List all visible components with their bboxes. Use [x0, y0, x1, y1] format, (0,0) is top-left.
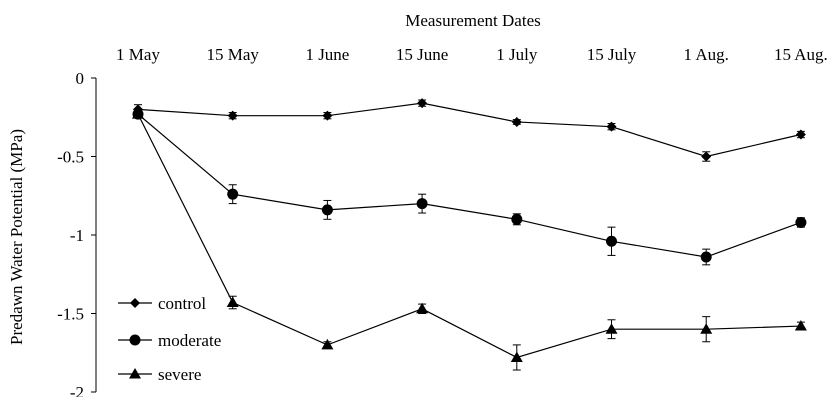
data-point-moderate [606, 235, 617, 247]
data-point-moderate [700, 251, 712, 263]
data-point-moderate [416, 198, 428, 210]
data-point-control [511, 116, 522, 127]
legend-label: moderate [158, 331, 221, 350]
data-point-control [606, 121, 617, 132]
data-point-severe [605, 323, 618, 334]
chart-title: Measurement Dates [405, 11, 540, 30]
data-point-control [701, 151, 712, 162]
series-moderate [132, 108, 807, 266]
series-line-severe [137, 113, 801, 359]
x-tick-label: 1 June [305, 45, 349, 64]
data-point-moderate [227, 188, 239, 200]
x-tick-label: 1 Aug. [684, 45, 729, 64]
data-point-severe [132, 108, 144, 119]
data-point-severe [321, 338, 334, 350]
y-tick-label: -1.5 [57, 305, 84, 324]
y-axis-label: Predawn Water Potential (MPa) [7, 129, 26, 345]
x-tick-label: 15 June [396, 45, 448, 64]
y-tick-label: -2 [70, 383, 84, 397]
y-tick-label: -0.5 [57, 148, 84, 167]
y-tick-label: -1 [70, 226, 84, 245]
data-point-moderate [795, 216, 807, 228]
series-control [133, 98, 806, 162]
series-line-moderate [137, 113, 802, 258]
legend-marker-triangle [129, 368, 141, 379]
data-point-severe [510, 351, 523, 362]
data-point-severe [416, 302, 429, 314]
legend-item-severe: severe [118, 365, 201, 384]
legend-marker-circle [129, 334, 141, 346]
legend-item-moderate: moderate [118, 331, 221, 350]
data-point-severe [226, 296, 239, 308]
data-point-moderate [511, 213, 523, 225]
series-severe [132, 108, 807, 371]
data-point-control [795, 129, 806, 140]
legend-marker-diamond [130, 298, 140, 308]
data-point-control [322, 110, 333, 121]
data-point-moderate [321, 204, 333, 216]
x-tick-label: 15 Aug. [774, 45, 828, 64]
legend-label: severe [158, 365, 201, 384]
data-point-severe [794, 320, 807, 331]
legend-label: control [158, 294, 206, 313]
data-point-severe [700, 323, 713, 334]
data-point-control [227, 110, 238, 121]
y-tick-label: 0 [76, 69, 85, 88]
x-tick-label: 1 May [116, 45, 160, 64]
x-tick-label: 15 July [587, 45, 637, 64]
x-tick-label: 1 July [496, 45, 538, 64]
data-point-control [417, 98, 428, 109]
legend-item-control: control [118, 294, 206, 313]
series-line-control [137, 102, 802, 158]
x-tick-label: 15 May [206, 45, 259, 64]
